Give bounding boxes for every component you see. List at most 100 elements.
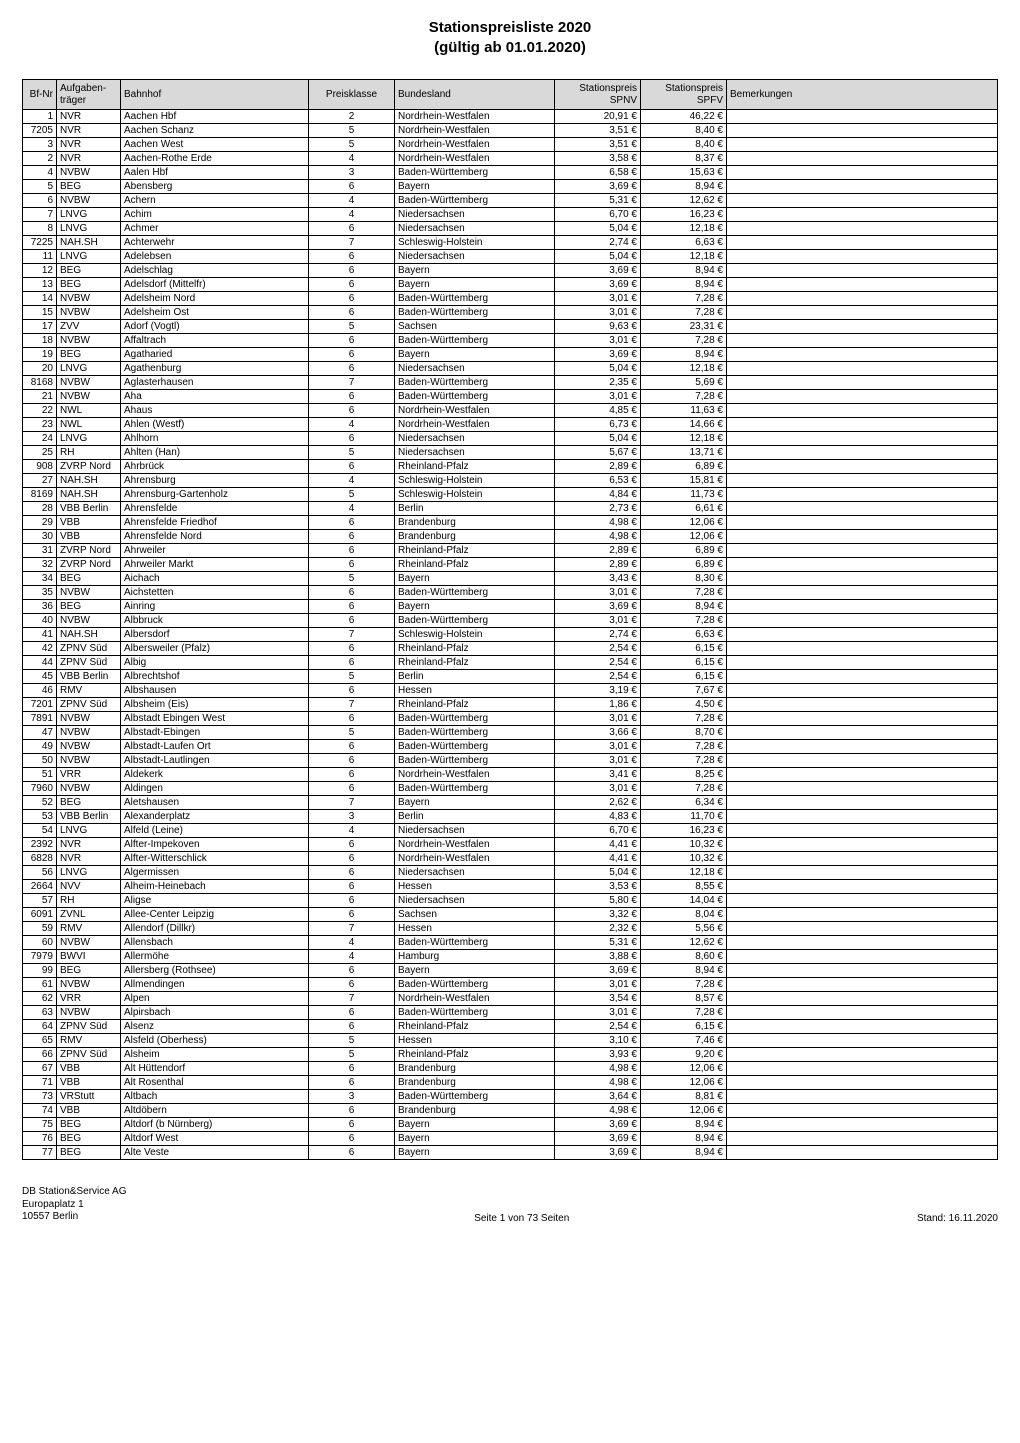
cell-spfv: 7,67 € bbox=[641, 684, 727, 698]
cell-bfnr: 29 bbox=[23, 516, 57, 530]
cell-bem bbox=[727, 138, 998, 152]
cell-bem bbox=[727, 264, 998, 278]
cell-bfnr: 11 bbox=[23, 250, 57, 264]
table-row: 3NVRAachen West5Nordrhein-Westfalen3,51 … bbox=[23, 138, 998, 152]
cell-spfv: 4,50 € bbox=[641, 698, 727, 712]
cell-traeger: BEG bbox=[57, 1118, 121, 1132]
cell-bem bbox=[727, 306, 998, 320]
cell-bem bbox=[727, 600, 998, 614]
cell-traeger: NVBW bbox=[57, 292, 121, 306]
cell-bahnhof: Alt Hüttendorf bbox=[121, 1062, 309, 1076]
cell-bem bbox=[727, 544, 998, 558]
cell-traeger: BEG bbox=[57, 180, 121, 194]
cell-bem bbox=[727, 824, 998, 838]
table-row: 8169NAH.SHAhrensburg-Gartenholz5Schleswi… bbox=[23, 488, 998, 502]
table-row: 63NVBWAlpirsbach6Baden-Württemberg3,01 €… bbox=[23, 1006, 998, 1020]
cell-land: Brandenburg bbox=[395, 1076, 555, 1090]
cell-bahnhof: Albsheim (Eis) bbox=[121, 698, 309, 712]
cell-land: Hessen bbox=[395, 684, 555, 698]
cell-spnv: 3,01 € bbox=[555, 306, 641, 320]
cell-bahnhof: Ahlten (Han) bbox=[121, 446, 309, 460]
cell-traeger: BEG bbox=[57, 1146, 121, 1160]
cell-bahnhof: Altbach bbox=[121, 1090, 309, 1104]
table-row: 74VBBAltdöbern6Brandenburg4,98 €12,06 € bbox=[23, 1104, 998, 1118]
cell-bfnr: 8168 bbox=[23, 376, 57, 390]
cell-spnv: 6,70 € bbox=[555, 208, 641, 222]
table-row: 908ZVRP NordAhrbrück6Rheinland-Pfalz2,89… bbox=[23, 460, 998, 474]
cell-bahnhof: Affaltrach bbox=[121, 334, 309, 348]
cell-traeger: VBB bbox=[57, 1062, 121, 1076]
cell-traeger: NVBW bbox=[57, 306, 121, 320]
cell-spnv: 2,89 € bbox=[555, 558, 641, 572]
cell-spnv: 3,51 € bbox=[555, 138, 641, 152]
cell-bfnr: 63 bbox=[23, 1006, 57, 1020]
cell-pk: 6 bbox=[309, 348, 395, 362]
cell-pk: 3 bbox=[309, 166, 395, 180]
cell-land: Baden-Württemberg bbox=[395, 334, 555, 348]
cell-spfv: 8,94 € bbox=[641, 180, 727, 194]
table-row: 47NVBWAlbstadt-Ebingen5Baden-Württemberg… bbox=[23, 726, 998, 740]
cell-land: Sachsen bbox=[395, 320, 555, 334]
cell-traeger: VBB Berlin bbox=[57, 670, 121, 684]
cell-bfnr: 7205 bbox=[23, 124, 57, 138]
cell-bfnr: 7225 bbox=[23, 236, 57, 250]
cell-bfnr: 36 bbox=[23, 600, 57, 614]
cell-land: Baden-Württemberg bbox=[395, 754, 555, 768]
cell-bem bbox=[727, 740, 998, 754]
cell-traeger: RH bbox=[57, 446, 121, 460]
cell-bfnr: 27 bbox=[23, 474, 57, 488]
cell-land: Niedersachsen bbox=[395, 362, 555, 376]
cell-spnv: 6,70 € bbox=[555, 824, 641, 838]
cell-spfv: 8,94 € bbox=[641, 1132, 727, 1146]
cell-pk: 6 bbox=[309, 306, 395, 320]
cell-pk: 6 bbox=[309, 278, 395, 292]
cell-bfnr: 62 bbox=[23, 992, 57, 1006]
cell-spnv: 3,69 € bbox=[555, 964, 641, 978]
cell-land: Bayern bbox=[395, 180, 555, 194]
cell-land: Niedersachsen bbox=[395, 446, 555, 460]
cell-bem bbox=[727, 502, 998, 516]
cell-bem bbox=[727, 1006, 998, 1020]
cell-spfv: 7,28 € bbox=[641, 782, 727, 796]
cell-bem bbox=[727, 964, 998, 978]
cell-spfv: 10,32 € bbox=[641, 852, 727, 866]
table-row: 76BEGAltdorf West6Bayern3,69 €8,94 € bbox=[23, 1132, 998, 1146]
cell-bfnr: 65 bbox=[23, 1034, 57, 1048]
table-row: 73VRStuttAltbach3Baden-Württemberg3,64 €… bbox=[23, 1090, 998, 1104]
cell-land: Bayern bbox=[395, 796, 555, 810]
table-row: 62VRRAlpen7Nordrhein-Westfalen3,54 €8,57… bbox=[23, 992, 998, 1006]
cell-bem bbox=[727, 320, 998, 334]
cell-spfv: 8,94 € bbox=[641, 264, 727, 278]
cell-land: Nordrhein-Westfalen bbox=[395, 110, 555, 124]
cell-pk: 6 bbox=[309, 404, 395, 418]
cell-bahnhof: Albbruck bbox=[121, 614, 309, 628]
table-row: 13BEGAdelsdorf (Mittelfr)6Bayern3,69 €8,… bbox=[23, 278, 998, 292]
cell-bem bbox=[727, 1104, 998, 1118]
cell-bem bbox=[727, 1062, 998, 1076]
cell-bahnhof: Ahrweiler Markt bbox=[121, 558, 309, 572]
cell-pk: 6 bbox=[309, 432, 395, 446]
cell-bfnr: 75 bbox=[23, 1118, 57, 1132]
cell-bahnhof: Aglasterhausen bbox=[121, 376, 309, 390]
cell-spnv: 2,74 € bbox=[555, 628, 641, 642]
table-row: 40NVBWAlbbruck6Baden-Württemberg3,01 €7,… bbox=[23, 614, 998, 628]
cell-traeger: NVR bbox=[57, 110, 121, 124]
cell-traeger: NVR bbox=[57, 838, 121, 852]
cell-spfv: 6,63 € bbox=[641, 628, 727, 642]
cell-bahnhof: Ahrensburg-Gartenholz bbox=[121, 488, 309, 502]
cell-land: Nordrhein-Westfalen bbox=[395, 124, 555, 138]
cell-bahnhof: Achterwehr bbox=[121, 236, 309, 250]
cell-bahnhof: Ahrweiler bbox=[121, 544, 309, 558]
cell-traeger: ZVRP Nord bbox=[57, 544, 121, 558]
cell-pk: 7 bbox=[309, 628, 395, 642]
cell-bfnr: 6 bbox=[23, 194, 57, 208]
cell-bem bbox=[727, 1118, 998, 1132]
table-row: 22NWLAhaus6Nordrhein-Westfalen4,85 €11,6… bbox=[23, 404, 998, 418]
cell-pk: 6 bbox=[309, 866, 395, 880]
cell-land: Nordrhein-Westfalen bbox=[395, 992, 555, 1006]
cell-pk: 5 bbox=[309, 446, 395, 460]
col-header-spnv: StationspreisSPNV bbox=[555, 80, 641, 110]
table-row: 6NVBWAchern4Baden-Württemberg5,31 €12,62… bbox=[23, 194, 998, 208]
cell-spfv: 5,69 € bbox=[641, 376, 727, 390]
cell-pk: 2 bbox=[309, 110, 395, 124]
